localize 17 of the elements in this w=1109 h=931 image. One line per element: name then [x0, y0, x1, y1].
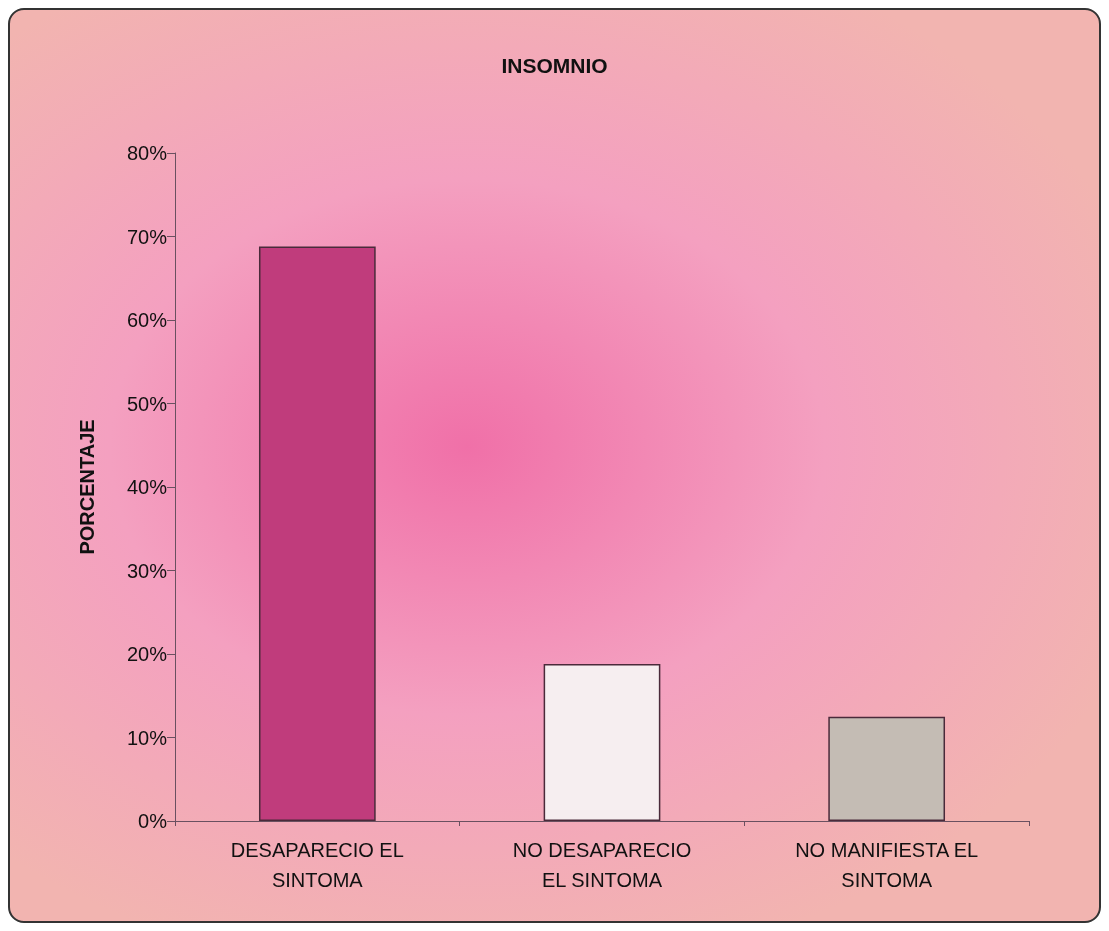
y-tick-label: 30% [126, 559, 168, 582]
y-tick-label: 20% [126, 643, 168, 665]
chart-title: INSOMNIO [501, 54, 608, 77]
y-axis-title: PORCENTAJE [76, 419, 98, 555]
bar [828, 716, 946, 821]
y-tick-label: 50% [126, 392, 168, 415]
y-tick-label: 0% [138, 810, 168, 832]
bar [543, 664, 661, 821]
x-tick-label: NO DESAPARECIO EL SINTOMA [512, 839, 692, 891]
x-tick-label: NO MANIFIESTA EL SINTOMA [795, 839, 979, 891]
y-tick-label: 70% [126, 225, 168, 248]
bar [258, 246, 376, 821]
y-tick-label: 60% [126, 309, 168, 331]
y-tick-label: 80% [126, 142, 168, 164]
x-tick-label: DESAPARECIO EL SINTOMA [230, 839, 404, 891]
y-tick-label: 10% [126, 726, 168, 749]
y-tick-label: 40% [126, 476, 168, 498]
